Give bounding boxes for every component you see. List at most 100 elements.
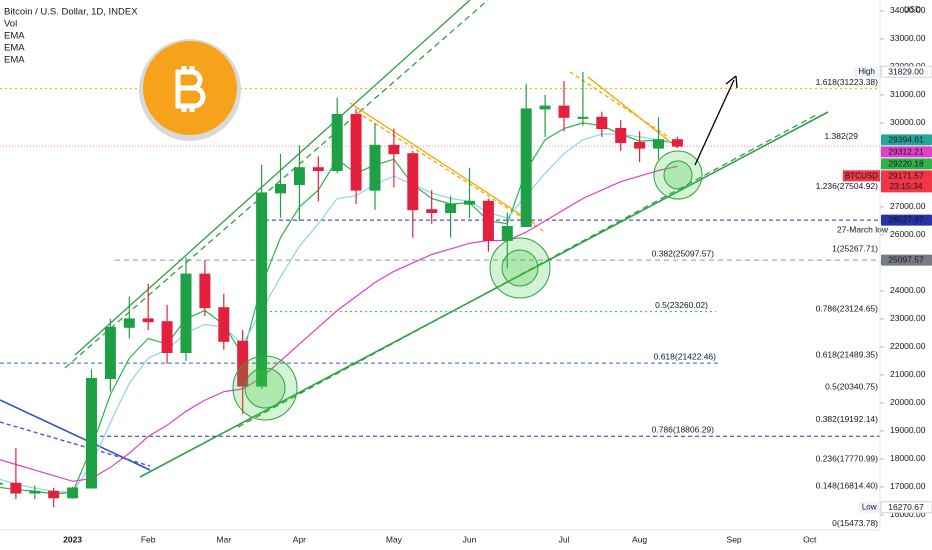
- trend-line: [569, 71, 671, 139]
- level-label: 1(25267.71): [832, 244, 878, 254]
- candle-body: [161, 321, 173, 353]
- level-label: 0.5(20340.75): [825, 382, 878, 392]
- price-tag: [881, 254, 932, 266]
- y-tick-label: 20000.00: [890, 397, 926, 407]
- y-tick-label: 26000.00: [890, 229, 926, 239]
- level-label: 0.5(23260.02): [655, 300, 708, 310]
- price-tag-name: High: [858, 67, 874, 76]
- level-label: 0.382(19192.14): [816, 414, 879, 424]
- support-line: [139, 111, 829, 478]
- y-tick-label: 24000.00: [890, 285, 926, 295]
- candle-body: [293, 167, 305, 186]
- y-tick-label: 21000.00: [890, 369, 926, 379]
- price-tag-name-box: [858, 501, 880, 513]
- level-label: 27-March low: [837, 224, 889, 234]
- candle-body: [350, 114, 362, 191]
- channel-line: [74, 0, 471, 356]
- x-tick-label: 2023: [63, 534, 82, 544]
- price-tag-label: 25097.57: [888, 255, 924, 265]
- candle-body: [407, 153, 419, 211]
- candle-body: [29, 490, 41, 494]
- candle-body: [539, 105, 551, 110]
- y-tick-label: 30000.00: [890, 117, 926, 127]
- chart-title: Bitcoin / U.S. Dollar, 1D, INDEX: [4, 7, 138, 18]
- candle-body: [577, 116, 589, 119]
- price-tag-name-box: [842, 170, 880, 182]
- candle-body: [123, 318, 135, 328]
- x-tick-label: Sep: [727, 534, 742, 544]
- ema-line: [0, 165, 678, 482]
- price-tag-label: 29312.21: [888, 146, 924, 156]
- y-tick-label: 18000.00: [890, 453, 926, 463]
- price-tag: [880, 501, 932, 514]
- candle-body: [520, 108, 532, 228]
- candle-body: [671, 139, 683, 147]
- candle-body: [558, 105, 570, 118]
- price-tag-sub: 23:15:34: [889, 181, 922, 191]
- highlight-circle: [663, 160, 693, 190]
- candle-body: [615, 128, 627, 144]
- candle-body: [237, 340, 249, 387]
- x-tick-label: Jul: [559, 534, 570, 544]
- price-tag-label: 29220.18: [888, 158, 924, 168]
- trend-line: [0, 421, 151, 467]
- x-tick-label: May: [386, 534, 403, 544]
- level-label: 0.382(25097.57): [652, 248, 715, 258]
- arrow: [694, 75, 738, 166]
- level-label: 1.236(27504.92): [816, 181, 879, 191]
- price-tag: [880, 65, 932, 78]
- x-tick-label: Jun: [463, 534, 477, 544]
- price-axis: 16000.00 17000.00 18000.00 19000.00 20000.00…: [842, 5, 932, 519]
- y-tick-label: 16000.00: [890, 509, 926, 519]
- ema-line: [0, 133, 678, 494]
- indicator-label: EMA: [4, 43, 25, 54]
- trend-line: [349, 102, 536, 225]
- candle-body: [501, 226, 513, 242]
- x-tick-label: Mar: [216, 534, 231, 544]
- price-tag-name-box: [853, 66, 880, 78]
- trend-line: [356, 111, 546, 233]
- price-tag-label: 31829.00: [888, 66, 924, 76]
- candle-body: [388, 144, 400, 155]
- candle-body: [104, 326, 116, 380]
- candle-body: [634, 142, 646, 149]
- highlights: [232, 150, 703, 421]
- x-tick-label: Aug: [632, 534, 647, 544]
- candle-body: [482, 200, 494, 242]
- arrow-head: [725, 75, 738, 89]
- candle-body: [369, 144, 381, 191]
- arrow-line: [694, 79, 735, 166]
- y-tick-label: 33000.00: [890, 33, 926, 43]
- indicator-label: EMA: [4, 31, 25, 42]
- level-label: 0.786(23124.65): [816, 304, 879, 314]
- y-tick-label: 31000.00: [890, 89, 926, 99]
- price-tag-label: 29394.61: [888, 134, 924, 144]
- level-label: 1.382(29: [824, 131, 858, 141]
- y-tick-label: 27000.00: [890, 201, 926, 211]
- level-label: 0.618(21422.46): [654, 351, 717, 361]
- candle-body: [445, 203, 457, 214]
- candle-body: [199, 273, 211, 309]
- trend-line: [587, 76, 679, 149]
- price-tag-label: 26527.97: [888, 215, 924, 225]
- drawings: [0, 0, 829, 478]
- y-tick-label: 19000.00: [890, 425, 926, 435]
- plot: [0, 71, 683, 508]
- candle-body: [180, 273, 192, 353]
- price-tag: [881, 170, 932, 193]
- level-label: 1.618(31223.38): [816, 77, 879, 87]
- x-tick-label: Oct: [803, 534, 817, 544]
- highlight-circle: [653, 150, 703, 200]
- level-label: 0.786(18806.29): [652, 425, 715, 435]
- highlight-circle: [244, 367, 286, 409]
- y-tick-label: 22000.00: [890, 341, 926, 351]
- x-tick-label: Feb: [141, 534, 156, 544]
- highlight-circle: [489, 237, 551, 299]
- price-tag: [881, 158, 932, 170]
- indicator-label: Vol: [4, 19, 17, 30]
- candle-body: [86, 378, 97, 489]
- candle-body: [426, 209, 438, 214]
- indicator-label: EMA: [4, 55, 25, 66]
- candle-body: [142, 318, 154, 323]
